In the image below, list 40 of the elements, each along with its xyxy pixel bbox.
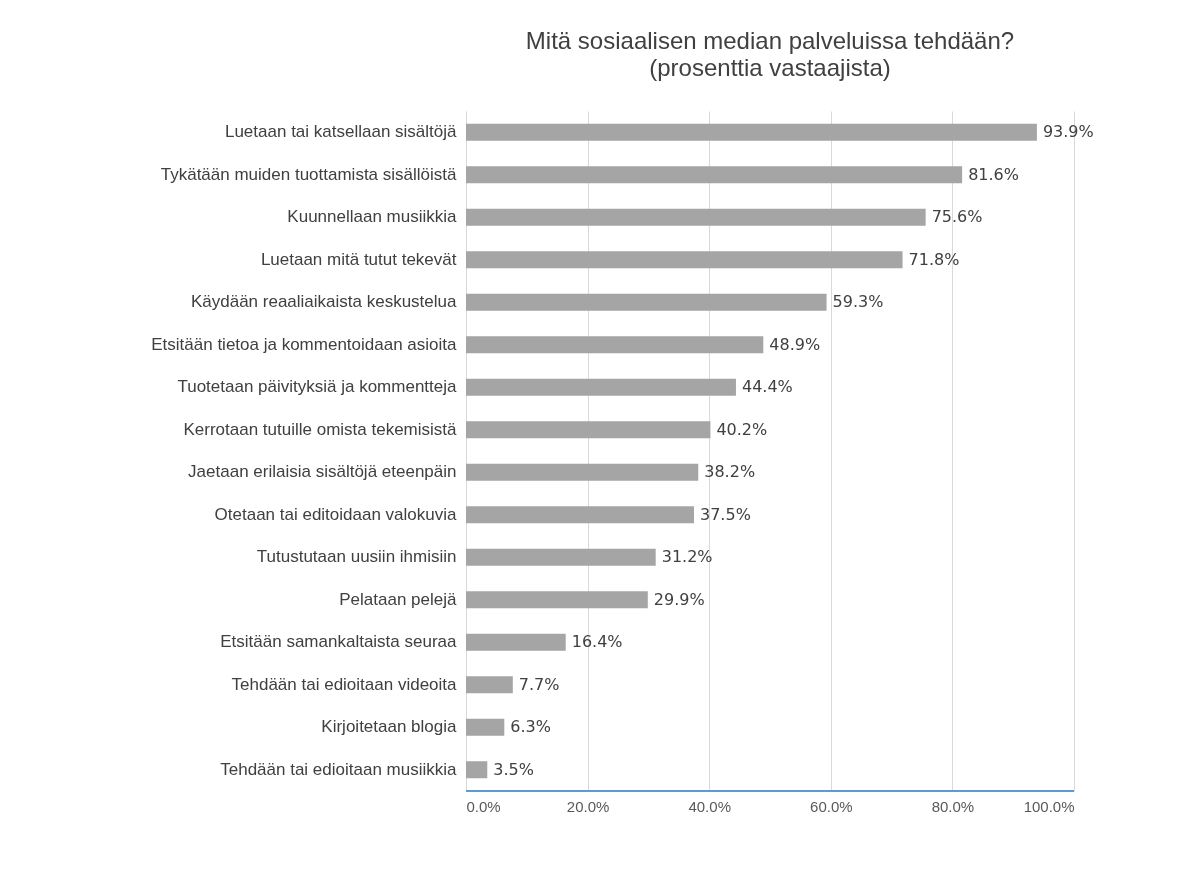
- y-tick-label: Tehdään tai edioitaan videoita: [231, 674, 458, 694]
- data-label: 40.2%: [716, 419, 768, 439]
- data-label: 3.5%: [493, 759, 534, 779]
- data-label: 75.6%: [931, 207, 983, 227]
- y-tick-label: Kuunnellaan musiikkia: [287, 207, 458, 227]
- data-label: 93.9%: [1042, 122, 1094, 142]
- y-tick-label: Luetaan mitä tutut tekevät: [260, 249, 457, 269]
- x-tick-label: 40.0%: [688, 797, 731, 815]
- data-label: 48.9%: [769, 334, 821, 354]
- data-label: 81.6%: [968, 164, 1019, 184]
- y-tick-label: Otetaan tai editoidaan valokuvia: [214, 504, 458, 524]
- data-label: 59.3%: [832, 292, 884, 312]
- y-tick-label: Tuotetaan päivityksiä ja kommentteja: [177, 377, 458, 397]
- data-label: 7.7%: [518, 674, 560, 694]
- chart-title: Mitä sosiaalisen median palveluissa tehdään?: [525, 27, 1015, 54]
- x-tick-label: 80.0%: [931, 797, 975, 815]
- data-label: 44.4%: [741, 377, 793, 397]
- data-label: 31.2%: [661, 547, 713, 567]
- x-tick-label: 20.0%: [566, 797, 610, 815]
- data-label: 38.2%: [704, 462, 756, 482]
- data-label: 37.5%: [700, 504, 751, 524]
- y-tick-label: Tykätään muiden tuottamista sisällöistä: [160, 164, 458, 184]
- data-label: 29.9%: [653, 589, 705, 609]
- y-tick-label: Jaetaan erilaisia sisältöjä eteenpäin: [188, 462, 457, 482]
- y-tick-label: Etsitään samankaltaista seuraa: [220, 632, 458, 652]
- x-tick-label: 0.0%: [466, 797, 501, 815]
- data-label: 16.4%: [571, 632, 623, 652]
- y-tick-label: Etsitään tietoa ja kommentoidaan asioita: [151, 334, 458, 354]
- y-tick-label: Luetaan tai katsellaan sisältöjä: [224, 122, 458, 142]
- y-tick-label: Tutustutaan uusiin ihmisiin: [256, 547, 457, 567]
- x-tick-label: 60.0%: [810, 797, 853, 815]
- data-label: 71.8%: [908, 249, 960, 269]
- data-label: 6.3%: [510, 717, 551, 737]
- y-tick-label: Pelataan pelejä: [339, 589, 458, 609]
- y-tick-label: Käydään reaaliaikaista keskustelua: [190, 292, 458, 312]
- y-tick-label: Tehdään tai edioitaan musiikkia: [220, 759, 458, 779]
- y-tick-label: Kerrotaan tutuille omista tekemisistä: [183, 419, 458, 439]
- chart-subtitle: (prosenttia vastaajista): [649, 54, 891, 81]
- y-tick-label: Kirjoitetaan blogia: [321, 717, 458, 737]
- x-tick-label: 100.0%: [1023, 797, 1075, 815]
